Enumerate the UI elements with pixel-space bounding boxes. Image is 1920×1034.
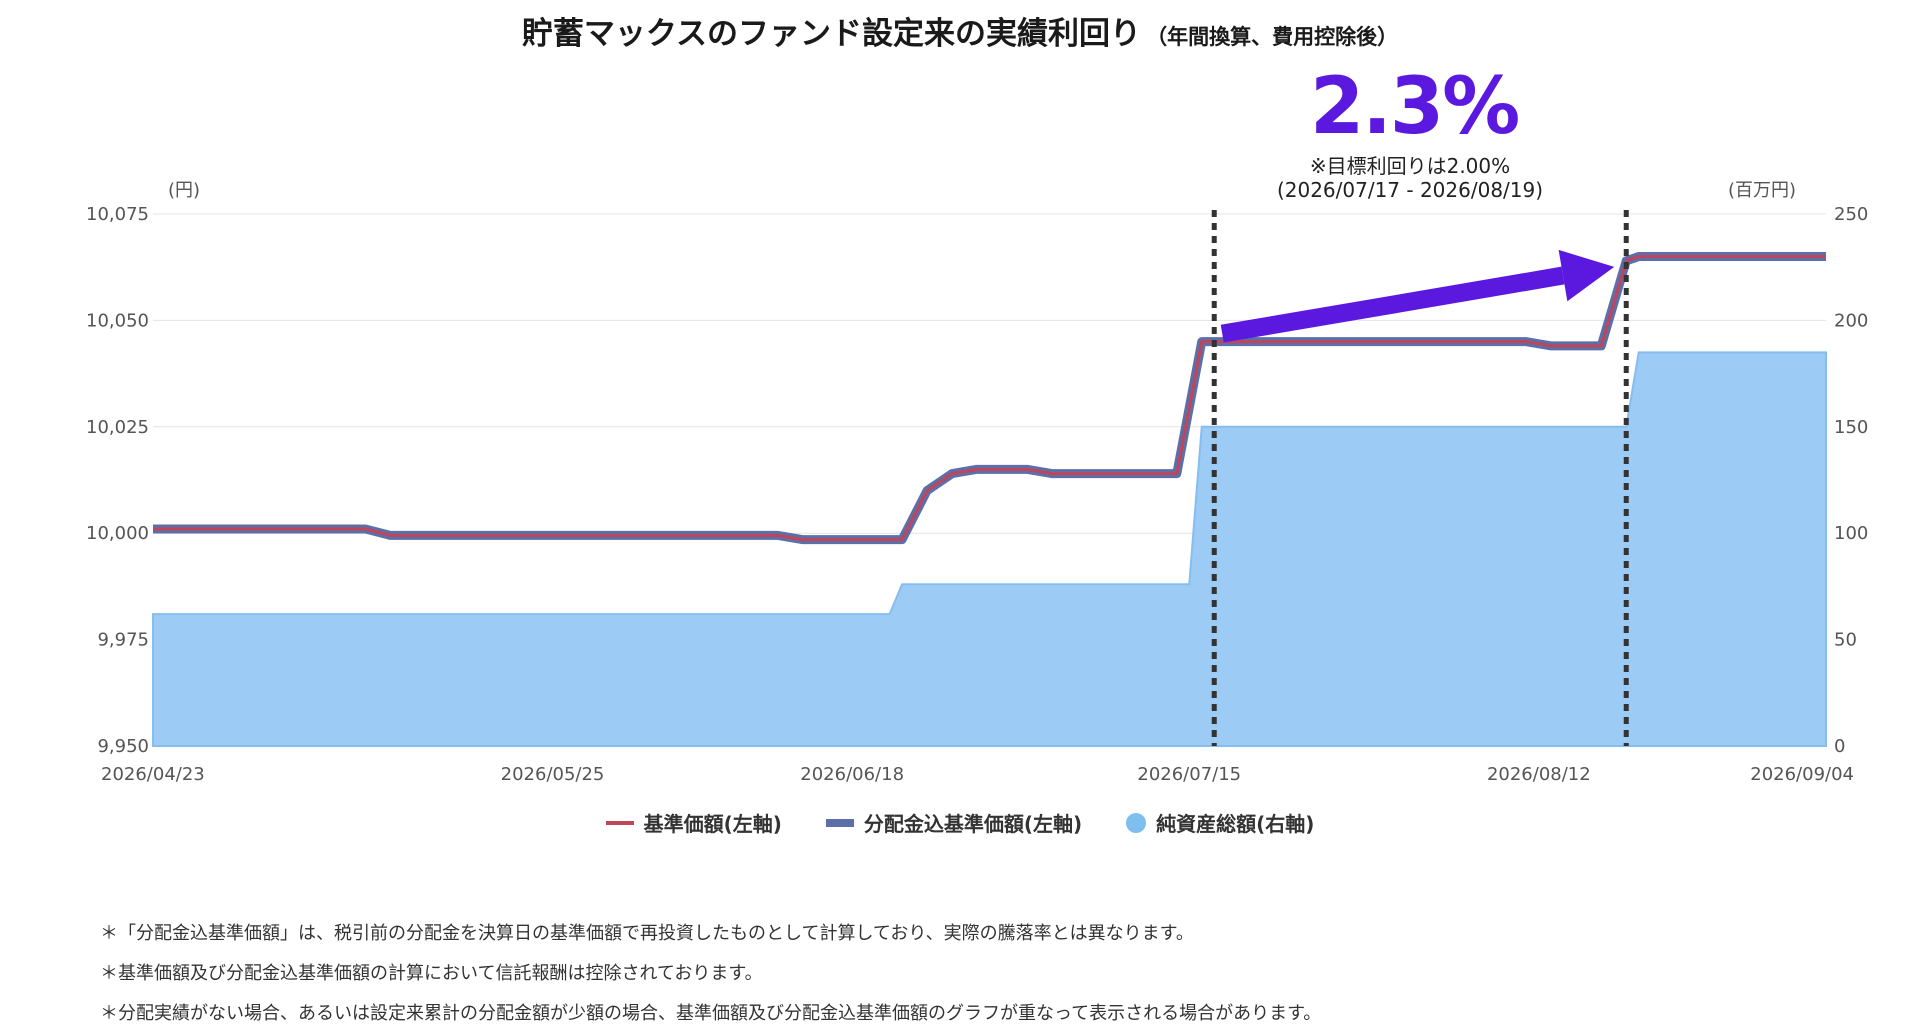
x-tick-label: 2026/06/18 [800, 764, 904, 785]
footnote: ＊基準価額及び分配金込基準価額の計算において信託報酬は控除されております。 [100, 963, 763, 984]
chart-title-main: 貯蓄マックスのファンド設定来の実績利回り [521, 16, 1141, 52]
legend-label-net-assets: 純資産総額(右軸) [1156, 812, 1315, 836]
y-right-tick-label: 150 [1834, 417, 1868, 438]
x-tick-label: 2026/07/15 [1137, 764, 1241, 785]
area-net-assets [152, 351, 1827, 747]
legend-swatch-net-assets [1126, 812, 1147, 833]
y-left-tick-label: 10,000 [86, 523, 149, 544]
legend-label-nav: 基準価額(左軸) [643, 812, 782, 836]
y-right-tick-label: 100 [1834, 523, 1868, 544]
target-yield-note: ※目標利回りは2.00% [1309, 154, 1511, 178]
y-left-tick-label: 10,050 [86, 310, 149, 331]
y-left-tick-label: 9,975 [97, 630, 149, 651]
chart-title: 貯蓄マックスのファンド設定来の実績利回り （年間換算、費用控除後） [0, 8, 1920, 53]
chart-title-sub: （年間換算、費用控除後） [1146, 25, 1399, 49]
y-left-tick-label: 9,950 [97, 736, 149, 757]
legend-item-nav-with-dividends[interactable]: 分配金込基準価額(左軸) [825, 808, 1083, 837]
footnote: ＊「分配金込基準価額」は、税引前の分配金を決算日の基準価額で再投資したものとして… [100, 923, 1194, 944]
x-tick-label: 2026/08/12 [1487, 764, 1591, 785]
x-tick-label: 2026/04/23 [101, 764, 205, 785]
legend-item-nav[interactable]: 基準価額(左軸) [605, 808, 782, 837]
legend-item-net-assets[interactable]: 純資産総額(右軸) [1126, 808, 1314, 837]
legend-swatch-nav-with-dividends [825, 818, 854, 827]
y-right-tick-label: 250 [1834, 204, 1868, 225]
legend-label-nav-with-dividends: 分配金込基準価額(左軸) [863, 812, 1083, 836]
yield-value: 2.3% [1310, 62, 1520, 152]
y-left-tick-label: 10,025 [86, 417, 149, 438]
x-tick-label: 2026/05/25 [501, 764, 605, 785]
right-axis-unit: (百万円) [1728, 180, 1797, 201]
period-note: (2026/07/17 - 2026/08/19) [1276, 178, 1544, 202]
y-left-tick-label: 10,075 [86, 204, 149, 225]
legend-swatch-nav [605, 820, 634, 825]
y-right-tick-label: 200 [1834, 310, 1868, 331]
footnote: ＊分配実績がない場合、あるいは設定来累計の分配金額が少額の場合、基準価額及び分配… [100, 1003, 1322, 1024]
legend: 基準価額(左軸) 分配金込基準価額(左軸) 純資産総額(右軸) [0, 808, 1920, 837]
y-right-tick-label: 50 [1834, 630, 1857, 651]
yield-arrow-shaft [1220, 266, 1565, 343]
left-axis-unit: (円) [168, 180, 201, 201]
line-nav [153, 255, 1826, 542]
yield-arrow-head [1558, 249, 1615, 302]
footnotes: ＊「分配金込基準価額」は、税引前の分配金を決算日の基準価額で再投資したものとして… [100, 924, 1880, 1034]
y-right-tick-label: 0 [1834, 736, 1845, 757]
x-tick-label: 2026/09/04 [1750, 764, 1854, 785]
